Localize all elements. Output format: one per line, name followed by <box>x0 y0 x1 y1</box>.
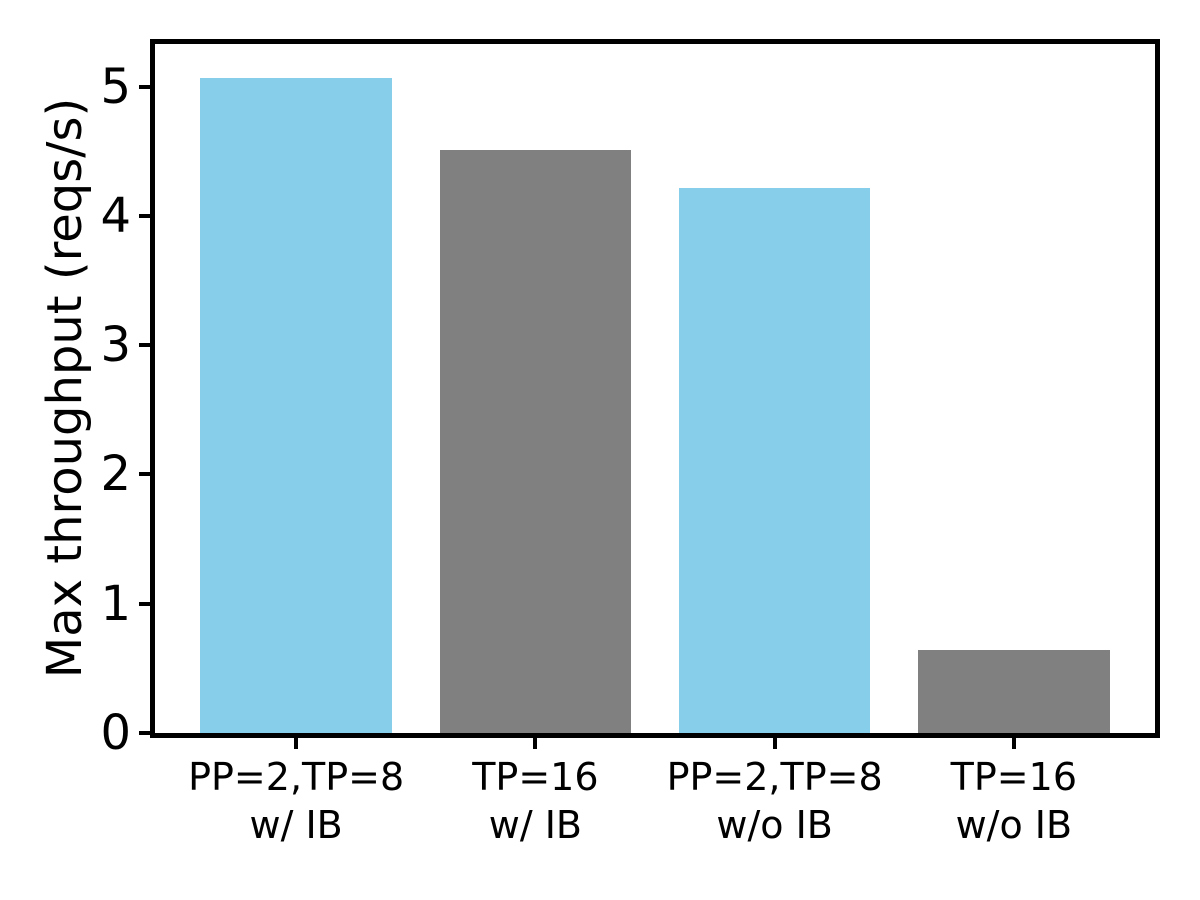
y-tick-mark <box>139 731 150 735</box>
x-tick-mark <box>772 738 777 749</box>
x-tick-label-line: PP=2,TP=8 <box>666 755 883 799</box>
x-tick-label-line: TP=16 <box>472 755 599 799</box>
y-tick-mark <box>139 213 150 218</box>
x-tick-label: TP=16 w/ IB <box>395 753 675 849</box>
x-tick-mark <box>1011 738 1016 749</box>
y-tick-mark <box>139 343 150 348</box>
x-tick-label-line: TP=16 <box>950 755 1077 799</box>
y-tick-label: 5 <box>100 58 131 115</box>
x-tick-label: TP=16 w/o IB <box>874 753 1154 849</box>
y-tick-mark <box>139 84 150 89</box>
bar-4 <box>918 650 1110 733</box>
plot-area <box>150 39 1160 738</box>
y-tick-mark <box>139 601 150 606</box>
x-tick-mark <box>294 738 299 749</box>
x-tick-label: PP=2,TP=8 w/o IB <box>635 753 915 849</box>
y-tick-mark <box>139 472 150 477</box>
x-tick-label-line: w/ IB <box>249 803 343 847</box>
y-tick-label: 0 <box>100 705 131 761</box>
x-tick-mark <box>533 738 538 749</box>
bar-3 <box>678 187 871 733</box>
y-tick-label: 1 <box>100 575 131 632</box>
y-tick-label: 3 <box>100 317 131 374</box>
bar-2 <box>439 150 632 733</box>
y-tick-label: 2 <box>100 446 131 503</box>
x-tick-label: PP=2,TP=8 w/ IB <box>156 753 436 849</box>
x-tick-label-line: w/o IB <box>716 803 833 847</box>
x-tick-label-line: w/ IB <box>488 803 582 847</box>
y-tick-label: 4 <box>100 187 131 244</box>
x-tick-label-line: PP=2,TP=8 <box>188 755 405 799</box>
x-tick-label-line: w/o IB <box>955 803 1073 847</box>
bar-1 <box>200 77 392 733</box>
